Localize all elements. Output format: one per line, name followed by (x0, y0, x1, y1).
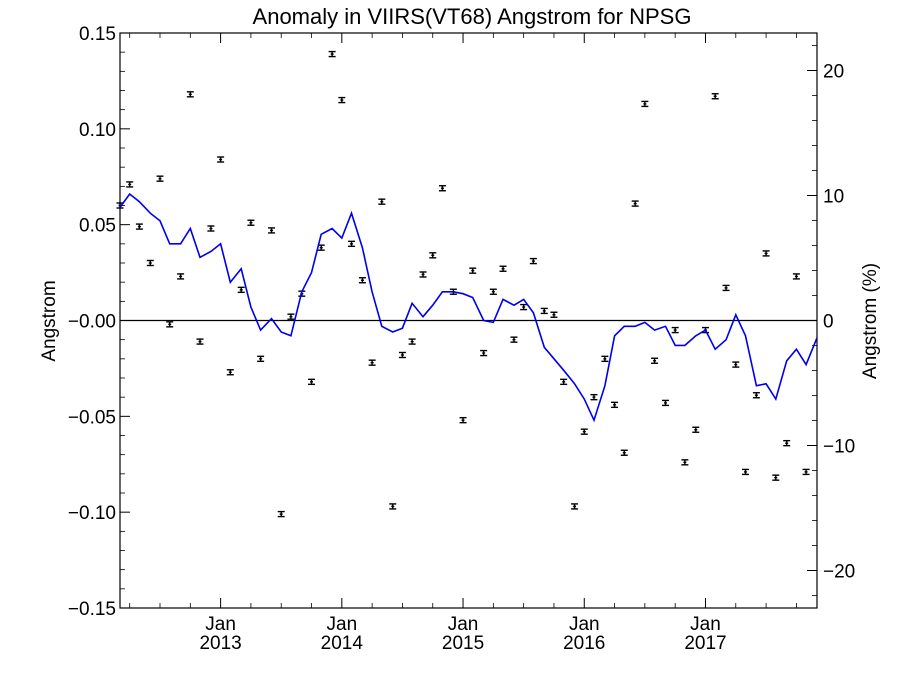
data-point (711, 93, 719, 100)
x-tick-label-year: 2014 (321, 633, 364, 654)
data-point (611, 401, 619, 409)
data-point (459, 416, 467, 424)
data-point (126, 181, 134, 188)
data-point (772, 474, 780, 481)
data-point (560, 378, 568, 386)
data-point (287, 313, 295, 320)
data-point (419, 271, 427, 278)
x-tick-label-month: Jan (569, 614, 600, 635)
data-point (520, 303, 528, 311)
data-point (247, 219, 255, 226)
data-point (489, 288, 497, 295)
data-point (692, 426, 700, 433)
y-tick-label: −0.05 (68, 407, 116, 428)
data-point (480, 349, 488, 357)
data-point (752, 392, 760, 399)
data-point (741, 468, 749, 476)
x-tick-label-month: Jan (205, 614, 236, 635)
data-point (217, 156, 225, 163)
y-tick-label: −0.10 (68, 503, 116, 524)
data-point (277, 510, 285, 518)
data-point (378, 198, 386, 205)
data-point (651, 357, 659, 364)
data-point (338, 96, 346, 104)
data-point (368, 359, 376, 366)
data-point (429, 252, 437, 259)
x-tick-label-month: Jan (690, 614, 721, 635)
x-tick-label-year: 2015 (442, 633, 484, 654)
data-point (237, 286, 245, 294)
data-point (328, 50, 336, 58)
data-point (641, 100, 649, 108)
data-point (620, 449, 628, 456)
y-tick-label: −0.00 (68, 312, 116, 333)
data-point (550, 311, 558, 318)
data-point (156, 175, 164, 182)
chart-title: Anomaly in VIIRS(VT68) Angstrom for NPSG (253, 4, 692, 29)
y-right-tick-label: 20 (823, 62, 844, 83)
y-right-tick-label: −20 (823, 562, 855, 583)
data-point (268, 227, 276, 234)
data-point (762, 250, 770, 257)
data-point (631, 200, 639, 207)
data-point (580, 428, 588, 435)
data-point (207, 225, 215, 232)
x-tick-label-month: Jan (327, 614, 358, 635)
data-point (499, 265, 507, 272)
x-tick-label-month: Jan (448, 614, 479, 635)
data-point (802, 468, 810, 476)
data-point (186, 91, 194, 98)
data-point (510, 336, 518, 343)
data-point (308, 378, 316, 386)
y-right-tick-label: 0 (823, 312, 834, 333)
data-point (408, 338, 416, 345)
data-point (590, 393, 598, 401)
data-point (257, 355, 265, 363)
y-tick-label: 0.15 (79, 24, 116, 45)
data-point (681, 459, 689, 466)
y-tick-label: 0.10 (79, 120, 116, 141)
data-point (529, 257, 537, 265)
y-tick-label: 0.05 (79, 216, 116, 237)
y-axis-label: Angstrom (39, 280, 60, 361)
y-tick-label: −0.15 (68, 599, 116, 620)
data-point (177, 273, 185, 280)
data-point (389, 503, 397, 510)
series-line (119, 192, 818, 423)
data-point (671, 326, 679, 334)
x-tick-label-year: 2017 (684, 633, 726, 654)
x-tick-label-year: 2013 (199, 633, 241, 654)
data-point (469, 267, 477, 274)
data-point (358, 277, 366, 284)
data-point (540, 307, 548, 315)
data-point (348, 240, 356, 248)
y-right-tick-label: −10 (823, 437, 855, 458)
data-point (661, 399, 669, 407)
data-point (398, 351, 406, 359)
data-point (571, 503, 579, 510)
data-point (732, 361, 740, 368)
plot-area: −0.15 −0.10 −0.05 −0.00 0.05 0.10 0.15 −20 −10 0 1… (68, 24, 855, 654)
y-right-tick-label: 10 (823, 187, 844, 208)
data-point (722, 284, 730, 292)
y-axis-right-label: Angstrom (%) (860, 263, 881, 379)
data-point (166, 321, 174, 328)
data-point (438, 185, 446, 192)
data-point (196, 338, 204, 345)
data-point (146, 259, 154, 267)
data-point (135, 223, 143, 230)
data-point (601, 355, 609, 363)
data-point (226, 369, 234, 376)
x-tick-label-year: 2016 (563, 633, 605, 654)
data-point (792, 273, 800, 280)
data-point (783, 439, 791, 447)
